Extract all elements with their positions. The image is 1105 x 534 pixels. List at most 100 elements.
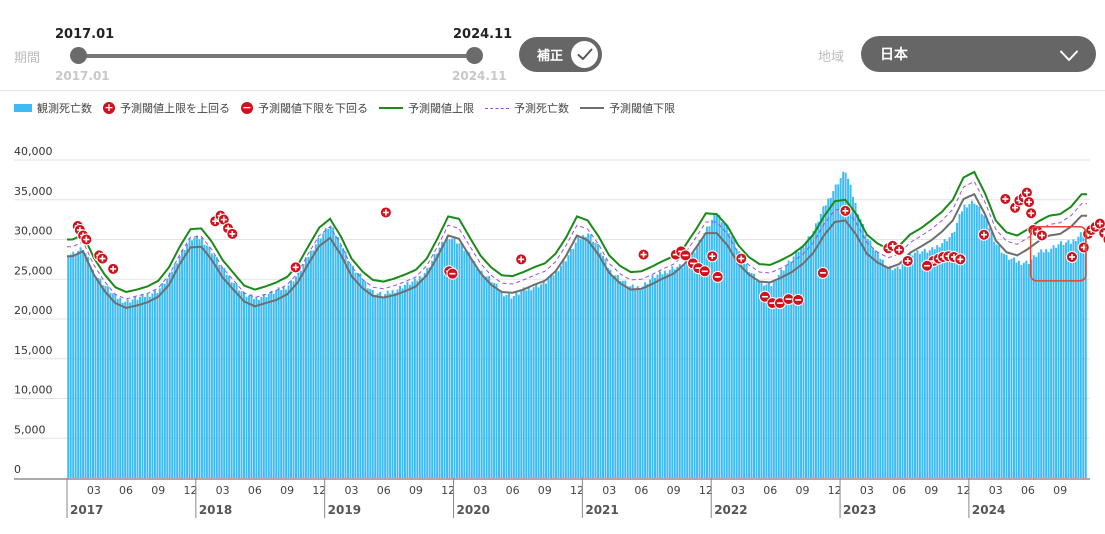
bar bbox=[1055, 247, 1058, 478]
month-tick-label: 03 bbox=[473, 484, 487, 497]
chart-lines bbox=[67, 170, 1087, 309]
bar bbox=[181, 250, 184, 478]
bar bbox=[614, 275, 617, 478]
bar bbox=[1032, 255, 1035, 478]
bar bbox=[948, 237, 951, 478]
bar bbox=[515, 292, 518, 478]
legend-upper[interactable]: 予測閾値上限 bbox=[379, 100, 474, 116]
bar bbox=[406, 281, 409, 478]
minus-circle-icon: − bbox=[241, 101, 253, 114]
bar bbox=[156, 293, 159, 478]
legend-lower[interactable]: 予測閾値下限 bbox=[580, 100, 675, 116]
bar bbox=[644, 282, 647, 478]
bar bbox=[1062, 244, 1065, 478]
bar bbox=[656, 274, 659, 478]
bar bbox=[374, 294, 377, 478]
legend-above-upper[interactable]: + 予測閾値上限を上回る bbox=[103, 100, 230, 116]
bar bbox=[693, 252, 696, 478]
bar bbox=[904, 257, 907, 478]
bar bbox=[683, 264, 686, 478]
bar bbox=[921, 251, 924, 478]
period-slider-track[interactable] bbox=[79, 54, 475, 58]
bar bbox=[609, 269, 612, 478]
bar bbox=[223, 267, 226, 478]
bar bbox=[988, 228, 991, 478]
legend-below-lower[interactable]: − 予測閾値下限を下回る bbox=[241, 100, 368, 116]
bar bbox=[337, 237, 340, 478]
region-value: 日本 bbox=[880, 47, 908, 63]
bar bbox=[389, 293, 392, 478]
bar bbox=[651, 275, 654, 478]
period-start-handle[interactable] bbox=[70, 47, 87, 64]
highlight-box bbox=[1029, 226, 1087, 282]
bar bbox=[871, 248, 874, 478]
bar bbox=[857, 214, 859, 478]
bar bbox=[597, 243, 600, 478]
bar bbox=[384, 293, 387, 478]
bar bbox=[901, 263, 904, 478]
lower-threshold-line bbox=[67, 192, 1087, 309]
bar bbox=[631, 284, 634, 478]
bar bbox=[470, 259, 473, 478]
bar bbox=[356, 273, 359, 478]
bar bbox=[403, 284, 406, 478]
bar bbox=[842, 171, 845, 479]
bar bbox=[938, 247, 941, 478]
bar bbox=[1060, 241, 1062, 478]
bar bbox=[500, 291, 503, 478]
bar bbox=[918, 253, 921, 478]
bar bbox=[205, 245, 208, 478]
bar bbox=[691, 252, 694, 478]
year-label: 2020 bbox=[457, 503, 490, 517]
month-tick-label: 12 bbox=[183, 484, 197, 497]
bar bbox=[431, 260, 434, 478]
bar bbox=[433, 254, 436, 478]
correction-toggle[interactable]: 補正 bbox=[519, 37, 602, 72]
bar bbox=[782, 270, 785, 478]
month-tick-label: 06 bbox=[119, 484, 133, 497]
bar bbox=[899, 269, 902, 478]
bar bbox=[787, 260, 790, 478]
region-select[interactable]: 日本 bbox=[861, 36, 1096, 72]
bar bbox=[750, 272, 753, 478]
bar bbox=[480, 270, 483, 478]
bar bbox=[913, 252, 916, 478]
bar bbox=[213, 255, 216, 478]
bar bbox=[530, 290, 533, 478]
bar bbox=[84, 253, 87, 478]
bar bbox=[562, 260, 565, 478]
bar bbox=[257, 299, 260, 478]
bar bbox=[720, 222, 723, 478]
legend-lower-label: 予測閾値下限 bbox=[609, 102, 675, 115]
bar bbox=[710, 219, 713, 478]
legend-predicted[interactable]: 予測死亡数 bbox=[485, 100, 569, 116]
bar bbox=[866, 238, 869, 478]
bar bbox=[1052, 245, 1055, 478]
bar bbox=[879, 258, 882, 478]
legend-upper-label: 予測閾値上限 bbox=[408, 102, 474, 115]
bar bbox=[290, 280, 293, 478]
bar bbox=[708, 226, 711, 478]
bar bbox=[463, 250, 466, 478]
bar bbox=[636, 286, 639, 478]
legend-observed[interactable]: 観測死亡数 bbox=[14, 100, 92, 116]
bar bbox=[173, 264, 176, 478]
bar bbox=[134, 296, 137, 478]
bar bbox=[800, 246, 803, 478]
bar bbox=[208, 246, 211, 478]
bar bbox=[931, 247, 934, 478]
period-label: 期間 bbox=[14, 51, 41, 66]
predicted-line bbox=[67, 180, 1087, 300]
bar bbox=[960, 211, 963, 478]
bar bbox=[376, 293, 379, 478]
bar bbox=[495, 283, 498, 478]
y-tick-label: 20,000 bbox=[14, 304, 53, 317]
bar bbox=[67, 256, 70, 478]
period-end-handle[interactable] bbox=[466, 47, 483, 64]
bar bbox=[109, 292, 112, 478]
bar bbox=[911, 255, 914, 478]
check-icon bbox=[571, 41, 598, 68]
bar bbox=[285, 289, 288, 478]
bar bbox=[807, 236, 810, 478]
bar bbox=[371, 289, 374, 478]
